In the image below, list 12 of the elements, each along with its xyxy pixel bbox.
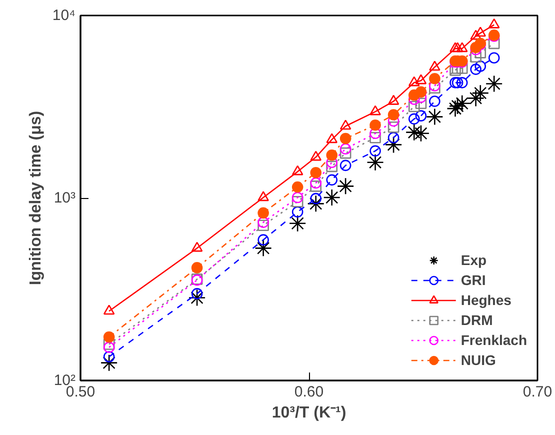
legend-label: NUIG (460, 352, 496, 368)
legend-label: Frenklach (460, 332, 527, 348)
y-tick-label: 10⁴ (52, 7, 76, 24)
x-axis-title: 10³/T (K⁻¹) (272, 404, 346, 422)
legend-label: GRI (460, 272, 486, 288)
legend-label: Exp (460, 252, 487, 268)
y-axis-title: Ignition delay time (μs) (27, 110, 44, 286)
legend-label: Heghes (460, 292, 512, 308)
x-tick-label: 0.70 (522, 384, 552, 400)
legend-label: DRM (460, 312, 493, 328)
x-tick-label: 0.60 (294, 384, 324, 400)
y-tick-label: 10³ (54, 190, 76, 206)
